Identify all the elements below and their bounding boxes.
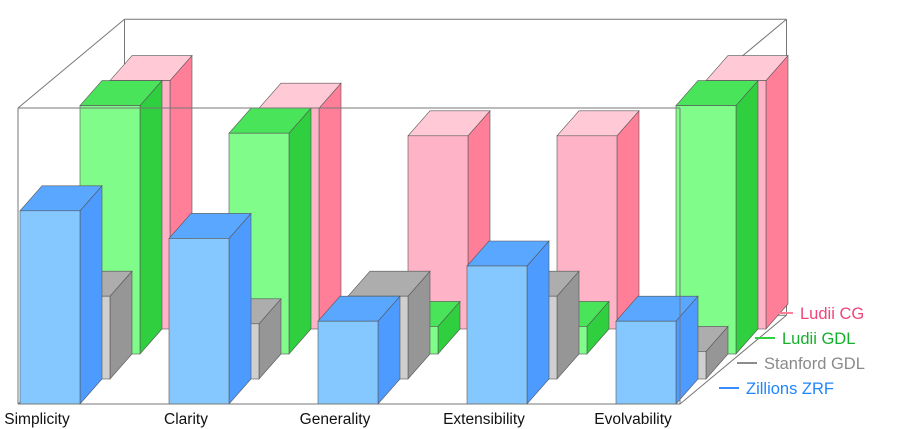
frame-top-left-diagonal [17, 18, 125, 109]
category-label-extensibility: Extensibility [443, 411, 525, 428]
legend-label: Stanford GDL [764, 355, 865, 373]
bar-front [615, 320, 677, 405]
legend-item-ludii-gdl: Ludii GDL [755, 330, 855, 348]
bar-zillions-zrf-clarity [168, 212, 252, 405]
bar-front [466, 265, 528, 405]
bar-side [79, 185, 103, 405]
bar-ludii-cg-extensibility [556, 110, 640, 330]
legend: Ludii CG Ludii GDL Stanford GDL Zillions ZR… [719, 305, 865, 398]
bar-front [168, 238, 230, 405]
bar-side [526, 240, 550, 405]
legend-label: Zillions ZRF [746, 380, 834, 398]
bar-zillions-zrf-evolvability [615, 295, 699, 405]
category-label-generality: Generality [300, 411, 371, 428]
chart-frame-front [17, 107, 681, 405]
bar-front [317, 320, 379, 405]
bar-side [139, 79, 163, 355]
bar-zillions-zrf-extensibility [466, 240, 550, 405]
category-label-evolvability: Evolvability [594, 411, 672, 428]
bar-side [318, 82, 342, 330]
legend-label: Ludii CG [800, 305, 864, 323]
bar-front [19, 210, 81, 405]
bar-side [228, 212, 252, 405]
bar-groups [19, 54, 789, 405]
legend-item-zillions-zrf: Zillions ZRF [719, 380, 834, 398]
bar-side [288, 107, 312, 355]
legend-label: Ludii GDL [782, 330, 855, 348]
category-label-simplicity: Simplicity [4, 411, 70, 428]
bar-side [616, 110, 640, 330]
frame-bottom-right-diagonal [679, 314, 787, 405]
bar-side [735, 79, 759, 355]
bar-zillions-zrf-simplicity [19, 185, 103, 405]
category-labels: Simplicity Clarity Generality Extensibility… [4, 411, 672, 428]
bar-zillions-zrf-generality [317, 295, 401, 405]
bar-side [765, 54, 789, 330]
legend-item-ludii-cg: Ludii CG [773, 305, 864, 323]
category-label-clarity: Clarity [164, 411, 208, 428]
legend-item-stanford-gdl: Stanford GDL [737, 355, 865, 373]
